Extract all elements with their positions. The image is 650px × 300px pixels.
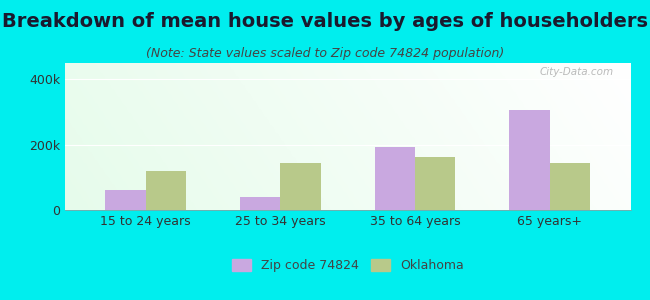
Bar (550, 163, 590, 210)
Bar (374, 147, 415, 210)
Bar (105, 190, 146, 210)
Bar (240, 197, 280, 210)
Bar (415, 157, 456, 210)
Text: (Note: State values scaled to Zip code 74824 population): (Note: State values scaled to Zip code 7… (146, 46, 504, 59)
Bar (280, 163, 321, 210)
Bar (146, 171, 186, 210)
Text: City-Data.com: City-Data.com (540, 68, 614, 77)
Text: Breakdown of mean house values by ages of householders: Breakdown of mean house values by ages o… (2, 12, 648, 31)
Bar (510, 110, 550, 210)
Legend: Zip code 74824, Oklahoma: Zip code 74824, Oklahoma (227, 254, 469, 277)
